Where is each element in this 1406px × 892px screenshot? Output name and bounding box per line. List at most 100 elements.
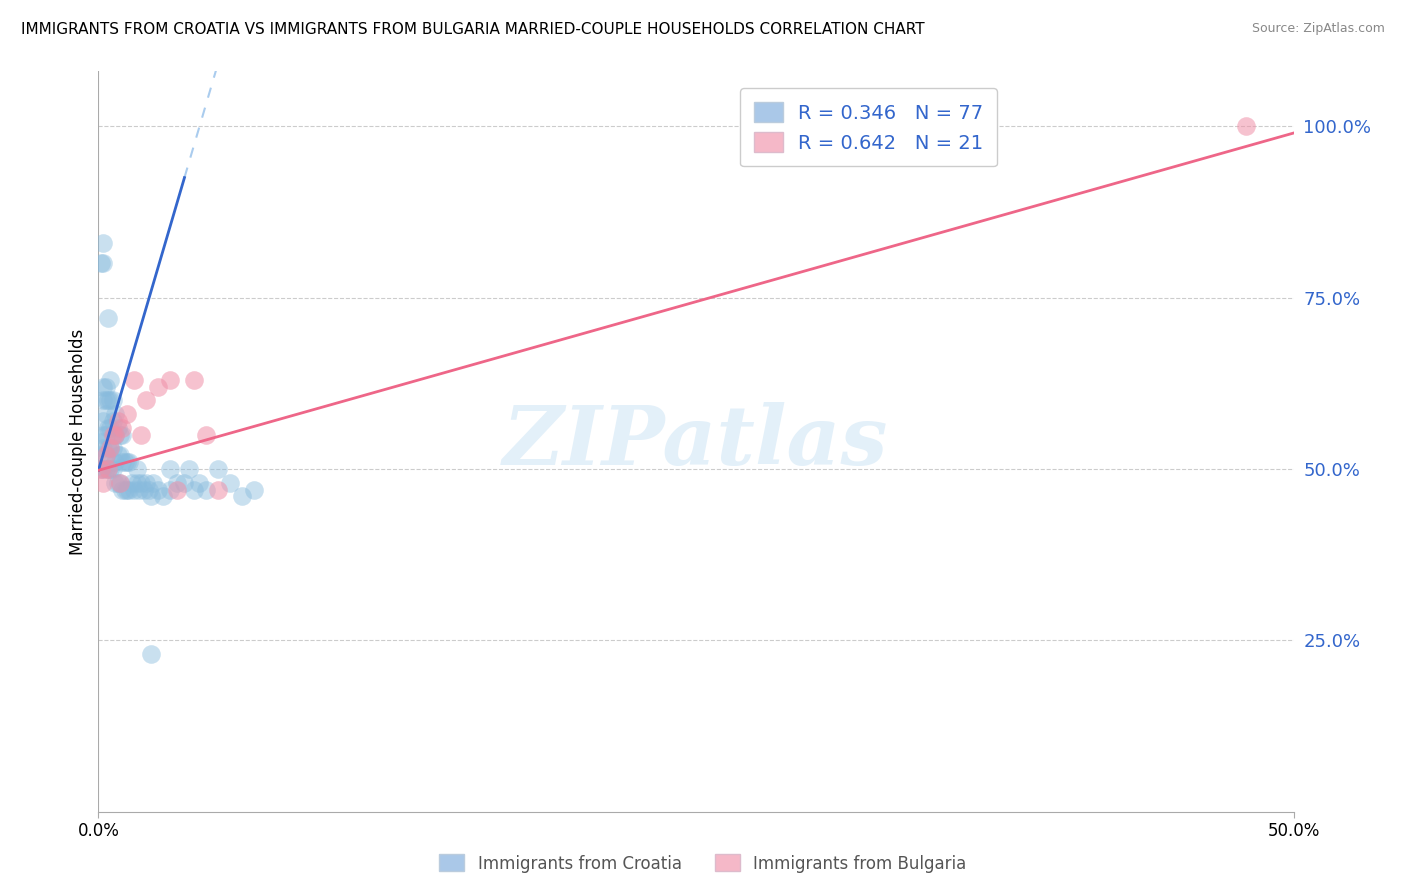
Point: [98, 462, 122, 476]
Legend: Immigrants from Croatia, Immigrants from Bulgaria: Immigrants from Croatia, Immigrants from…: [433, 847, 973, 880]
Point: [152, 489, 174, 503]
Point: [108, 448, 131, 462]
Point: [91, 380, 114, 394]
Point: [132, 483, 155, 497]
Point: [135, 393, 157, 408]
Point: [1234, 119, 1257, 133]
Point: [97, 462, 120, 476]
Point: [90, 462, 112, 476]
Point: [107, 421, 129, 435]
Point: [183, 373, 205, 387]
Point: [125, 462, 148, 476]
Point: [98, 373, 122, 387]
Point: [97, 421, 120, 435]
Point: [94, 448, 117, 462]
Point: [142, 475, 165, 490]
Point: [108, 475, 131, 490]
Point: [107, 448, 129, 462]
Point: [101, 462, 124, 476]
Point: [135, 475, 157, 490]
Point: [94, 462, 117, 476]
Point: [124, 373, 146, 387]
Point: [159, 373, 181, 387]
Point: [148, 380, 170, 394]
Point: [243, 483, 266, 497]
Point: [115, 483, 138, 497]
Point: [91, 256, 114, 270]
Point: [94, 427, 117, 442]
Point: [104, 475, 127, 490]
Point: [98, 442, 122, 456]
Point: [118, 455, 141, 469]
Point: [118, 483, 141, 497]
Text: IMMIGRANTS FROM CROATIA VS IMMIGRANTS FROM BULGARIA MARRIED-COUPLE HOUSEHOLDS CO: IMMIGRANTS FROM CROATIA VS IMMIGRANTS FR…: [21, 22, 925, 37]
Point: [114, 455, 136, 469]
Point: [207, 462, 229, 476]
Point: [91, 427, 114, 442]
Point: [148, 483, 170, 497]
Point: [94, 380, 117, 394]
Point: [166, 475, 188, 490]
Y-axis label: Married-couple Households: Married-couple Households: [69, 328, 87, 555]
Point: [104, 455, 127, 469]
Text: ZIPatlas: ZIPatlas: [503, 401, 889, 482]
Point: [183, 483, 205, 497]
Point: [94, 393, 117, 408]
Point: [91, 442, 114, 456]
Point: [166, 483, 188, 497]
Point: [101, 414, 124, 428]
Point: [139, 647, 162, 661]
Point: [124, 483, 146, 497]
Point: [121, 475, 143, 490]
Point: [90, 462, 112, 476]
Point: [128, 483, 150, 497]
Point: [187, 475, 209, 490]
Point: [97, 311, 120, 326]
Point: [98, 442, 122, 456]
Point: [101, 442, 124, 456]
Point: [104, 407, 127, 421]
Point: [91, 475, 114, 490]
Point: [90, 434, 112, 449]
Point: [114, 483, 136, 497]
Point: [98, 393, 122, 408]
Point: [104, 427, 127, 442]
Point: [125, 475, 148, 490]
Point: [219, 475, 242, 490]
Point: [90, 448, 112, 462]
Point: [115, 407, 138, 421]
Point: [97, 462, 120, 476]
Point: [97, 393, 120, 408]
Point: [231, 489, 253, 503]
Point: [91, 235, 114, 250]
Point: [94, 448, 117, 462]
Point: [139, 489, 162, 503]
Point: [91, 393, 114, 408]
Point: [195, 427, 218, 442]
Point: [107, 475, 129, 490]
Point: [159, 483, 181, 497]
Point: [111, 427, 134, 442]
Point: [97, 442, 120, 456]
Point: [173, 475, 195, 490]
Point: [207, 483, 229, 497]
Point: [107, 414, 129, 428]
Point: [111, 455, 134, 469]
Point: [101, 427, 124, 442]
Point: [108, 427, 131, 442]
Point: [179, 462, 201, 476]
Point: [159, 462, 181, 476]
Point: [101, 393, 124, 408]
Point: [94, 407, 117, 421]
Point: [98, 421, 122, 435]
Point: [111, 421, 134, 435]
Point: [138, 483, 160, 497]
Point: [111, 483, 134, 497]
Point: [131, 427, 153, 442]
Point: [90, 256, 112, 270]
Point: [91, 414, 114, 428]
Point: [104, 427, 127, 442]
Point: [195, 483, 218, 497]
Point: [131, 475, 153, 490]
Point: [108, 475, 131, 490]
